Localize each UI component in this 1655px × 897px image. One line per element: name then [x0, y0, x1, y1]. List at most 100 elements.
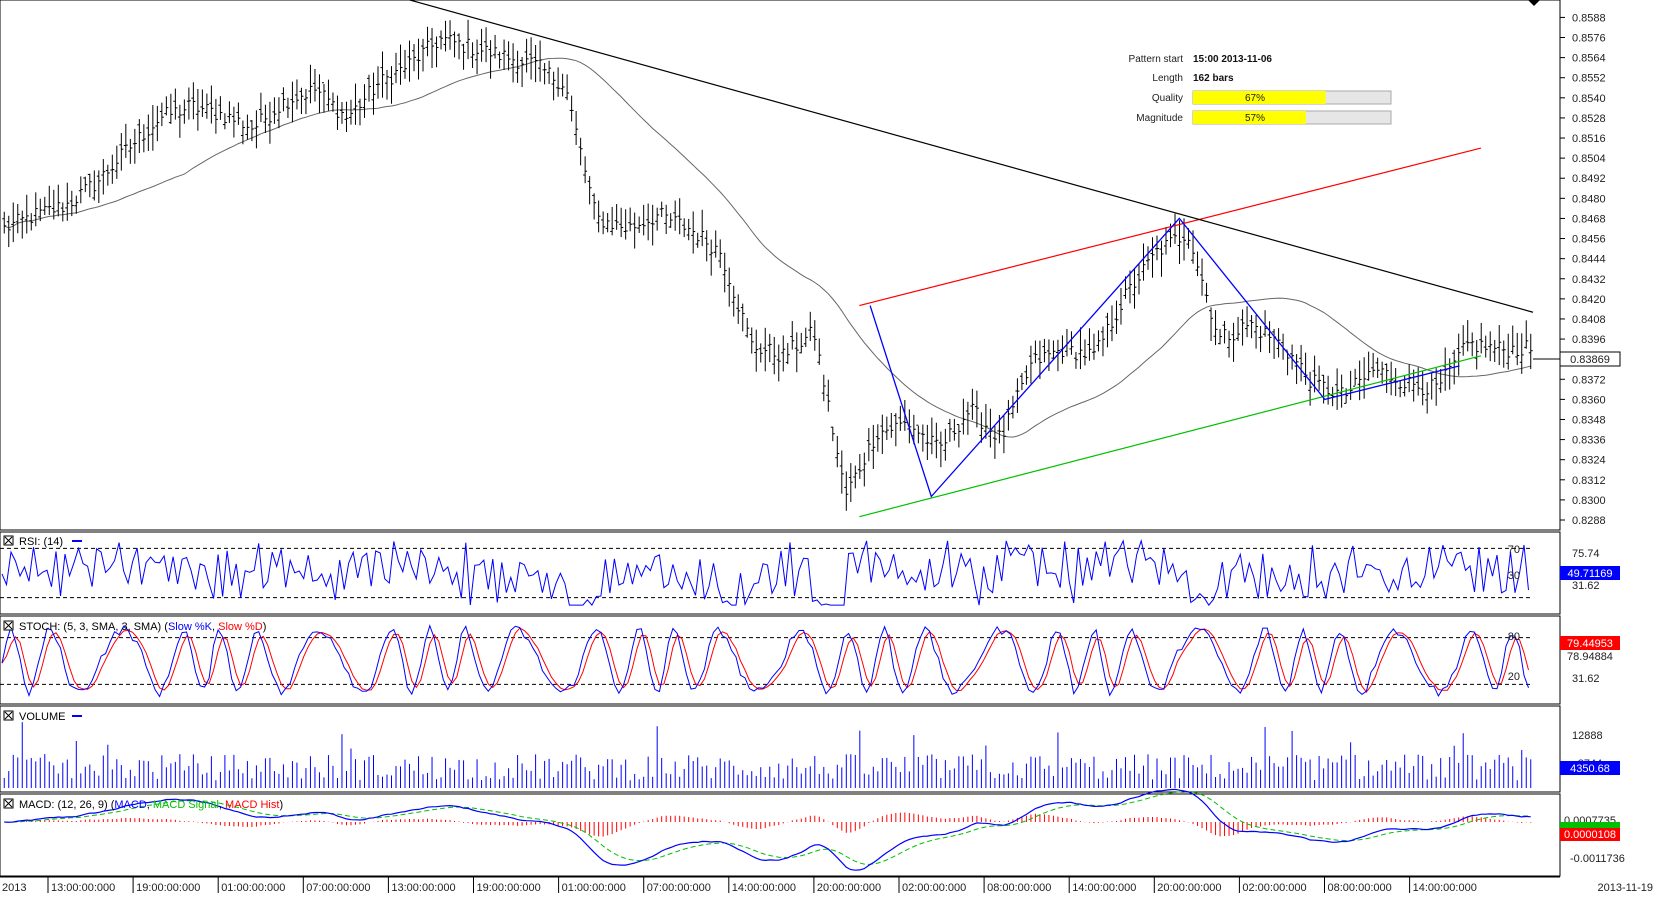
price-y-tick-label: 0.8528 — [1572, 113, 1606, 125]
stoch-current-d: 79.44953 — [1567, 638, 1613, 650]
scroll-marker-icon[interactable] — [1528, 0, 1540, 6]
x-tick-label: 01:00:00:000 — [221, 882, 285, 894]
stoch-header: STOCH: (5, 3, SMA, 3, SMA) (Slow %K, Slo… — [3, 620, 1620, 685]
price-y-tick-label: 0.8576 — [1572, 33, 1606, 45]
x-axis-right-label: 2013-11-19 — [1598, 882, 1653, 894]
x-tick-label: 02:00:00:000 — [1242, 882, 1306, 894]
price-y-axis: 0.8588 0.8576 0.8564 0.8552 0.8540 0.8528 0.85… — [1560, 12, 1606, 527]
price-y-tick-label: 0.8564 — [1572, 53, 1606, 65]
macd-title: MACD: (12, 26, 9) (MACD, MACD Signal, MA… — [19, 799, 283, 811]
pattern-length-label: Length — [1152, 73, 1183, 84]
price-y-tick-label: 0.8480 — [1572, 193, 1606, 205]
volume-header: VOLUME 12888 8744 4350.68 — [3, 710, 1620, 775]
quality-label: Quality — [1152, 93, 1183, 104]
magnitude-bar-fill — [1193, 111, 1306, 124]
price-y-tick-label: 0.8552 — [1572, 73, 1606, 85]
rsi-current-value: 49.71169 — [1567, 568, 1612, 580]
stoch-title-prefix: STOCH: (5, 3, SMA, 3, SMA) — [19, 621, 161, 633]
volume-layer — [3, 722, 1532, 788]
macd-title-close: ) — [279, 799, 283, 811]
x-tick-label: 08:00:00:000 — [1328, 882, 1392, 894]
stoch-d-label: Slow %D — [218, 621, 263, 633]
quality-value: 67% — [1245, 93, 1265, 104]
macd-line — [4, 788, 1531, 871]
macd-hist-label: MACD Hist — [225, 799, 279, 811]
price-y-tick-label: 0.8408 — [1572, 314, 1606, 326]
price-y-tick-label: 0.8300 — [1572, 495, 1606, 507]
macd-signal-line — [4, 791, 1531, 865]
x-tick-label: 19:00:00:000 — [136, 882, 200, 894]
rsi-layer — [0, 539, 1533, 607]
pattern-info-box: Pattern start 15:00 2013-11-06 Length 16… — [1129, 54, 1392, 125]
lower-channel-line — [859, 355, 1482, 518]
x-tick-label: 14:00:00:000 — [732, 882, 796, 894]
price-panel-frame — [0, 0, 1561, 531]
rsi-header: RSI: (14) 70 30 75.74 31.62 49.71169 — [3, 535, 1620, 592]
stoch-title-sep: , — [212, 621, 218, 633]
x-axis: 13:00:00:000 19:00:00:000 01:00:00:000 07:0… — [0, 876, 1560, 894]
x-tick-label: 14:00:00:000 — [1413, 882, 1477, 894]
pattern-length-value: 162 bars — [1193, 73, 1234, 84]
stoch-level-20: 20 — [1508, 671, 1520, 683]
rsi-level-30: 30 — [1508, 570, 1520, 582]
volume-scale-top: 12888 — [1572, 730, 1603, 742]
macd-title-sep2: , — [219, 799, 225, 811]
price-y-tick-label: 0.8540 — [1572, 93, 1606, 105]
x-tick-label: 13:00:00:000 — [391, 882, 455, 894]
macd-title-sep1: , — [147, 799, 153, 811]
magnitude-label: Magnitude — [1136, 113, 1183, 124]
price-y-tick-label: 0.8456 — [1572, 234, 1606, 246]
volume-panel-frame — [0, 705, 1561, 793]
rsi-line — [1, 539, 1529, 607]
downtrend-line — [407, 0, 1534, 313]
stoch-title-close: ) — [263, 621, 267, 633]
moving-average-path — [4, 57, 1531, 438]
macd-scale-low: -0.0011736 — [1570, 853, 1625, 865]
zigzag-pattern — [869, 217, 1460, 498]
price-y-tick-label: 0.8396 — [1572, 334, 1606, 346]
stoch-k-label: Slow %K — [168, 621, 213, 633]
trendlines — [407, 0, 1534, 518]
macd-signal-label: MACD Signal — [153, 799, 219, 811]
magnitude-value: 57% — [1245, 113, 1265, 124]
price-bars — [2, 19, 1533, 511]
x-tick-label: 20:00:00:000 — [817, 882, 881, 894]
price-y-tick-label: 0.8432 — [1572, 274, 1606, 286]
current-price-value: 0.83869 — [1570, 354, 1610, 366]
price-y-tick-label: 0.8288 — [1572, 515, 1606, 527]
x-tick-label: 02:00:00:000 — [902, 882, 966, 894]
stoch-title-open: ( — [161, 621, 168, 633]
price-y-tick-label: 0.8588 — [1572, 12, 1606, 24]
pattern-start-value: 15:00 2013-11-06 — [1193, 54, 1272, 65]
rsi-level-70: 70 — [1508, 544, 1520, 556]
price-y-tick-label: 0.8348 — [1572, 414, 1606, 426]
current-price-tag: 0.83869 — [1533, 351, 1621, 367]
stoch-title: STOCH: (5, 3, SMA, 3, SMA) (Slow %K, Slo… — [19, 621, 266, 633]
price-y-tick-label: 0.8504 — [1572, 153, 1606, 165]
price-y-tick-label: 0.8312 — [1572, 475, 1606, 487]
x-tick-label: 20:00:00:000 — [1157, 882, 1221, 894]
price-y-tick-label: 0.8420 — [1572, 294, 1606, 306]
price-y-tick-label: 0.8324 — [1572, 455, 1606, 467]
x-tick-label: 08:00:00:000 — [987, 882, 1051, 894]
moving-average-line — [4, 57, 1531, 438]
x-tick-label: 13:00:00:000 — [51, 882, 115, 894]
price-y-tick-label: 0.8468 — [1572, 213, 1606, 225]
x-tick-label: 19:00:00:000 — [477, 882, 541, 894]
price-y-tick-label: 0.8516 — [1572, 133, 1606, 145]
price-y-tick-label: 0.8372 — [1572, 374, 1606, 386]
macd-layer — [4, 788, 1532, 871]
stoch-level-80: 80 — [1508, 631, 1520, 643]
stoch-k-line — [1, 624, 1529, 698]
x-tick-label: 01:00:00:000 — [562, 882, 626, 894]
macd-title-open: ( — [108, 799, 115, 811]
quality-bar-fill — [1193, 91, 1326, 104]
stoch-layer — [0, 624, 1533, 698]
stoch-scale-low: 31.62 — [1572, 673, 1600, 685]
pattern-start-label: Pattern start — [1129, 54, 1184, 65]
x-axis-left-label: 2013 — [2, 882, 26, 894]
rsi-scale-low: 31.62 — [1572, 580, 1600, 592]
price-y-tick-label: 0.8492 — [1572, 173, 1606, 185]
macd-title-prefix: MACD: (12, 26, 9) — [19, 799, 108, 811]
